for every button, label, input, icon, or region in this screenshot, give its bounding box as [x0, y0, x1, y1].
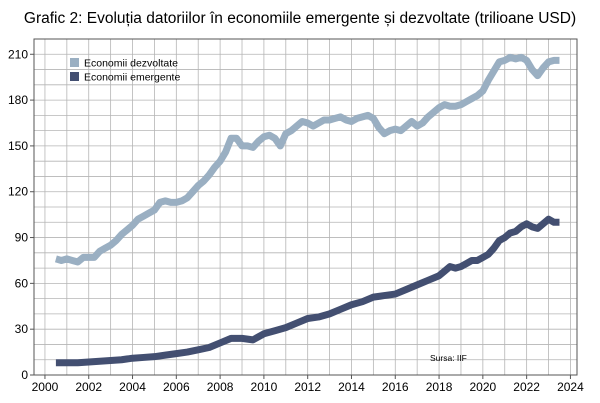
- grid: [34, 39, 577, 375]
- x-tick-label: 2012: [294, 380, 321, 394]
- series-line-economii-emergente: [55, 215, 560, 367]
- x-tick-label: 2024: [557, 380, 584, 394]
- y-tick-label: 30: [15, 322, 29, 336]
- plot-border: [33, 38, 578, 376]
- y-tick-label: 0: [21, 368, 28, 382]
- y-tick-label: 180: [8, 93, 28, 107]
- x-tick-label: 2004: [119, 380, 146, 394]
- axes: 0 30 60 90 120 150 180 210 2000 2002 2004 2006 2008 2…: [8, 38, 584, 394]
- x-tick-label: 2020: [469, 380, 496, 394]
- source-note: Sursa: IIF: [430, 353, 467, 363]
- x-tick-label: 2022: [513, 380, 540, 394]
- legend-swatch: [70, 72, 79, 81]
- x-tick-label: 2018: [426, 380, 453, 394]
- y-tick-label: 150: [8, 139, 28, 153]
- x-tick-label: 2008: [207, 380, 234, 394]
- x-tick-label: 2016: [382, 380, 409, 394]
- x-tick-label: 2006: [163, 380, 190, 394]
- legend-label: Economii emergente: [84, 72, 180, 84]
- y-tick-label: 120: [8, 185, 28, 199]
- x-tick-label: 2014: [338, 380, 365, 394]
- series-layer: [54, 53, 560, 367]
- legend-swatch: [70, 58, 79, 67]
- series-line-economii-dezvoltate: [54, 53, 560, 266]
- legend-label: Economii dezvoltate: [84, 58, 178, 70]
- y-tick-label: 90: [15, 231, 29, 245]
- y-tick-label: 210: [8, 47, 28, 61]
- x-tick-label: 2002: [75, 380, 102, 394]
- y-tick-label: 60: [15, 276, 29, 290]
- chart-title: Grafic 2: Evoluția datoriilor în economi…: [24, 10, 576, 27]
- x-tick-label: 2000: [32, 380, 59, 394]
- legend: Economii dezvoltate Economii emergente: [70, 58, 180, 84]
- x-tick-label: 2010: [251, 380, 278, 394]
